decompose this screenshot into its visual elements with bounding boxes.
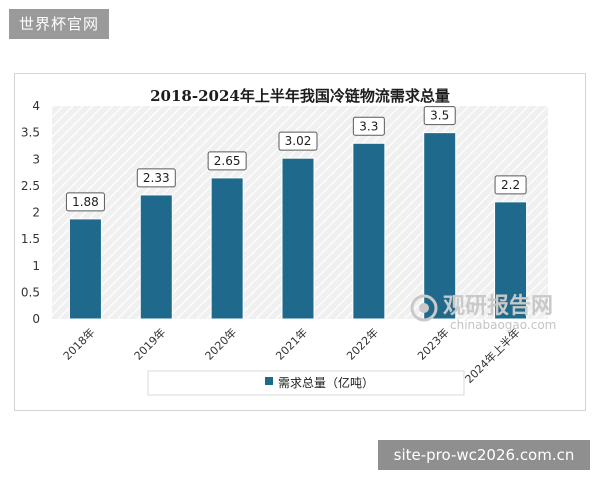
data-label-box [65,192,105,212]
data-label: 3.5 [430,109,449,123]
x-tick-label: 2019年 [131,325,168,362]
data-label-box [278,131,318,151]
data-label: 3.02 [285,134,312,148]
watermark-bottom-badge: site-pro-wc2026.com.cn [378,440,590,470]
legend: 需求总量（亿吨） [147,370,465,396]
y-tick-label: 4 [32,99,40,113]
x-tick-label: 2022年 [344,325,381,362]
y-axis: 0 0.5 1 1.5 2 2.5 3 3.5 4 [21,99,40,326]
x-tick-label: 2021年 [273,325,310,362]
data-label-box [423,106,456,126]
bar [352,142,386,320]
data-label: 3.3 [359,119,378,133]
data-label: 1.88 [72,195,99,209]
data-label: 2.2 [501,178,520,192]
data-label-box [494,175,527,195]
y-tick-label: 0 [32,312,40,326]
watermark-top-badge: 世界杯官网 [9,9,109,39]
logo-name: 观研报告网 [443,294,553,319]
y-tick-label: 2 [32,206,40,220]
x-tick-label: 2020年 [202,325,239,362]
y-tick-label: 3.5 [21,126,40,140]
data-label: 2.33 [143,171,170,185]
data-labels: 1.88 2.33 2.65 3.02 3.3 3.5 2.2 [65,106,527,212]
data-label-box [136,168,176,188]
y-tick-label: 1 [32,259,40,273]
data-label-box [207,151,247,171]
legend-label: 需求总量（亿吨） [278,375,374,390]
bar [68,218,102,320]
bar [210,177,244,320]
x-tick-label: 2023年 [414,325,451,362]
bar [494,201,528,320]
x-tick-label: 2024年上半年 [462,325,523,386]
bar [423,132,457,320]
data-label: 2.65 [214,154,241,168]
legend-box [147,370,465,396]
x-tick-label: 2018年 [60,325,97,362]
chart-title: 2018-2024年上半年我国冷链物流需求总量 [150,87,450,105]
bar [281,157,315,320]
bars [68,132,528,320]
legend-swatch [265,377,273,385]
logo-domain: chinabaogao.com [450,318,556,332]
data-label-box [352,116,385,136]
y-tick-label: 2.5 [21,179,40,193]
logo-mark-icon [410,294,438,322]
y-tick-label: 0.5 [21,285,40,299]
y-tick-label: 1.5 [21,232,40,246]
y-tick-label: 3 [32,152,40,166]
bar [139,194,173,320]
logo-watermark: 观研报告网 chinabaogao.com [410,294,556,332]
